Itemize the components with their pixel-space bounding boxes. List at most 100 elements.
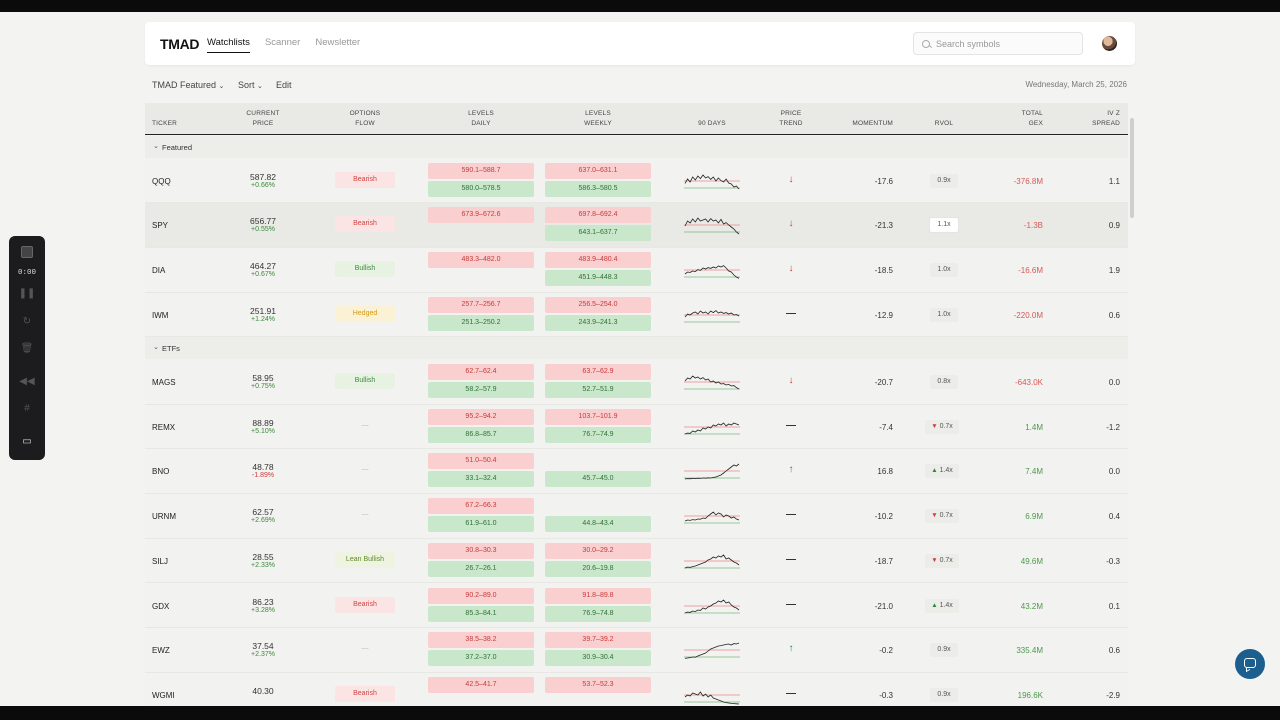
logo[interactable]: TMAD bbox=[160, 36, 200, 52]
weekly-support: 20.6–19.8 bbox=[545, 560, 651, 577]
nav-newsletter[interactable]: Newsletter bbox=[315, 37, 361, 48]
grid-icon[interactable]: # bbox=[24, 403, 30, 414]
price-change: +2.69% bbox=[251, 517, 275, 525]
table-scrollbar[interactable] bbox=[1130, 118, 1134, 218]
table-row[interactable]: BNO 48.78 -1.89% — 51.0–50.4 33.1–32.4 45.7–45… bbox=[145, 449, 1128, 495]
restart-icon[interactable]: ↻ bbox=[22, 316, 32, 327]
col-rvol[interactable]: RVOL bbox=[934, 120, 954, 127]
col-levels-weekly[interactable]: LEVELS WEEKLY bbox=[584, 110, 612, 127]
col-total-gex[interactable]: TOTAL GEX bbox=[1021, 110, 1043, 127]
sparkline-90-days bbox=[684, 422, 740, 435]
ticker: IWM bbox=[152, 310, 169, 320]
chevron-down-icon: ⌄ bbox=[257, 83, 263, 90]
table-row[interactable]: URNM 62.57 +2.69% — 67.2–66.3 61.9–61.0 44.8–4… bbox=[145, 494, 1128, 539]
col-momentum[interactable]: MOMENTUM bbox=[852, 120, 893, 127]
daily-resistance: 42.5–41.7 bbox=[428, 676, 534, 693]
table-row[interactable]: IWM 251.91 +1.24% Hedged 257.7–256.7 251.3–25… bbox=[145, 293, 1128, 338]
price-line bbox=[684, 691, 740, 705]
daily-resistance: 38.5–38.2 bbox=[428, 632, 534, 649]
price-change: +0.75% bbox=[251, 383, 275, 390]
trend-down-icon: ↓ bbox=[788, 263, 794, 274]
total-gex: 6.9M bbox=[1025, 512, 1043, 522]
current-price: 37.54 bbox=[252, 641, 274, 652]
camera-icon[interactable]: ▭ bbox=[22, 436, 32, 447]
weekly-resistance: 53.7–52.3 bbox=[545, 676, 651, 693]
table-row[interactable]: SILJ 28.55 +2.33% Lean Bullish 30.8–30.3 26.7… bbox=[145, 539, 1128, 584]
total-gex: 196.6K bbox=[1017, 690, 1043, 700]
edit-button[interactable]: Edit bbox=[276, 80, 292, 90]
weekly-resistance: 30.0–29.2 bbox=[545, 542, 651, 559]
table-row[interactable]: QQQ 587.82 +0.66% Bearish 590.1–588.7 580.0–5… bbox=[145, 159, 1128, 204]
momentum-value: -0.2 bbox=[879, 646, 893, 656]
table-row[interactable]: GDX 86.23 +3.28% Bearish 90.2–89.0 85.3–84.1 9… bbox=[145, 584, 1128, 629]
col-price-trend[interactable]: PRICE TREND bbox=[779, 110, 803, 127]
weekly-resistance: 91.8–89.8 bbox=[545, 587, 651, 604]
weekly-support: 643.1–637.7 bbox=[545, 225, 651, 242]
stop-record-button[interactable] bbox=[21, 246, 33, 258]
sparkline-90-days bbox=[684, 554, 740, 569]
price-line bbox=[684, 642, 740, 659]
momentum-value: -17.6 bbox=[874, 176, 893, 186]
momentum-value: -21.3 bbox=[874, 221, 893, 231]
trash-icon[interactable]: 🗑 bbox=[20, 343, 34, 354]
col-levels-daily[interactable]: LEVELS DAILY bbox=[468, 110, 494, 127]
sort-button[interactable]: Sort ⌄ bbox=[238, 80, 263, 90]
col-90-days[interactable]: 90 DAYS bbox=[698, 120, 726, 127]
trend-flat-icon: — bbox=[786, 307, 796, 319]
iv-z-spread: 0.9 bbox=[1108, 221, 1120, 231]
arrow-down-icon: ▼ bbox=[931, 422, 938, 430]
trend-flat-icon: — bbox=[786, 598, 796, 610]
price-line bbox=[684, 217, 740, 235]
table-row[interactable]: SPY 656.77 +0.55% Bearish 673.9–672.6 697.8–6… bbox=[145, 203, 1128, 248]
col-iv-z-spread[interactable]: IV Z SPREAD bbox=[1092, 110, 1120, 127]
search-input[interactable]: Search symbols bbox=[913, 32, 1083, 55]
section-label: Featured bbox=[162, 143, 193, 152]
daily-resistance: 590.1–588.7 bbox=[428, 162, 534, 179]
nav-scanner[interactable]: Scanner bbox=[264, 37, 301, 48]
table-row[interactable]: REMX 88.89 +5.10% — 95.2–94.2 86.8–85.7 103.7–… bbox=[145, 405, 1128, 450]
ticker: BNO bbox=[152, 467, 170, 477]
current-price: 48.78 bbox=[252, 462, 274, 473]
current-price: 251.91 bbox=[250, 305, 276, 316]
watchlist-selector[interactable]: TMAD Featured ⌄ bbox=[152, 80, 225, 90]
nav-watchlists[interactable]: Watchlists bbox=[207, 37, 250, 53]
iv-z-spread: -1.2 bbox=[1106, 422, 1120, 432]
table-row[interactable]: EWZ 37.54 +2.37% — 38.5–38.2 37.2–37.0 39.7–39… bbox=[145, 628, 1128, 673]
pause-icon[interactable]: ❚❚ bbox=[18, 288, 36, 299]
table-row[interactable]: DIA 464.27 +0.67% Bullish 483.3–482.0 483.9–4… bbox=[145, 248, 1128, 293]
section-header[interactable]: ⌄ ETFs bbox=[145, 337, 1128, 360]
sparkline-90-days bbox=[684, 642, 740, 659]
avatar[interactable] bbox=[1102, 36, 1117, 51]
ticker: GDX bbox=[152, 601, 170, 611]
total-gex: 335.4M bbox=[1016, 646, 1043, 656]
price-line bbox=[684, 464, 740, 480]
audio-icon[interactable]: ◀◀ bbox=[19, 376, 35, 387]
current-price: 40.30 bbox=[252, 685, 274, 696]
table-header: TICKER CURRENT PRICE OPTIONS FLOW LEVELS DA… bbox=[145, 103, 1128, 135]
chevron-down-icon: ⌄ bbox=[153, 143, 159, 150]
col-ticker[interactable]: TICKER bbox=[152, 120, 178, 127]
weekly-support: 30.9–30.4 bbox=[545, 650, 651, 667]
current-price: 86.23 bbox=[252, 596, 274, 607]
current-price: 656.77 bbox=[250, 216, 276, 227]
current-price: 587.82 bbox=[250, 171, 276, 182]
col-price[interactable]: CURRENT PRICE bbox=[246, 110, 280, 127]
options-flow-badge: — bbox=[361, 466, 369, 474]
table-row[interactable]: MAGS 58.95 +0.75% Bullish 62.7–62.4 58.2–57.9… bbox=[145, 360, 1128, 405]
options-flow-badge: Hedged bbox=[335, 305, 395, 322]
ticker: QQQ bbox=[152, 176, 171, 186]
chat-button[interactable] bbox=[1235, 649, 1265, 679]
section-header[interactable]: ⌄ Featured bbox=[145, 136, 1128, 158]
rvol-badge: 1.0x bbox=[930, 307, 958, 322]
price-change: +3.28% bbox=[251, 606, 275, 614]
price-line bbox=[684, 309, 740, 317]
price-change: +0.55% bbox=[251, 226, 275, 234]
table-row[interactable]: WGMI 40.30 Bearish 42.5–41.7 53.7–52.3 — -0.3 0… bbox=[145, 673, 1128, 706]
col-options-flow[interactable]: OPTIONS FLOW bbox=[349, 110, 381, 127]
total-gex: -16.6M bbox=[1018, 266, 1043, 275]
momentum-value: -10.2 bbox=[874, 512, 893, 522]
daily-support: 251.3–250.2 bbox=[428, 314, 534, 331]
current-price: 464.27 bbox=[250, 261, 276, 271]
options-flow-badge: Lean Bullish bbox=[335, 551, 395, 568]
rvol-badge: 1.0x bbox=[930, 263, 958, 277]
